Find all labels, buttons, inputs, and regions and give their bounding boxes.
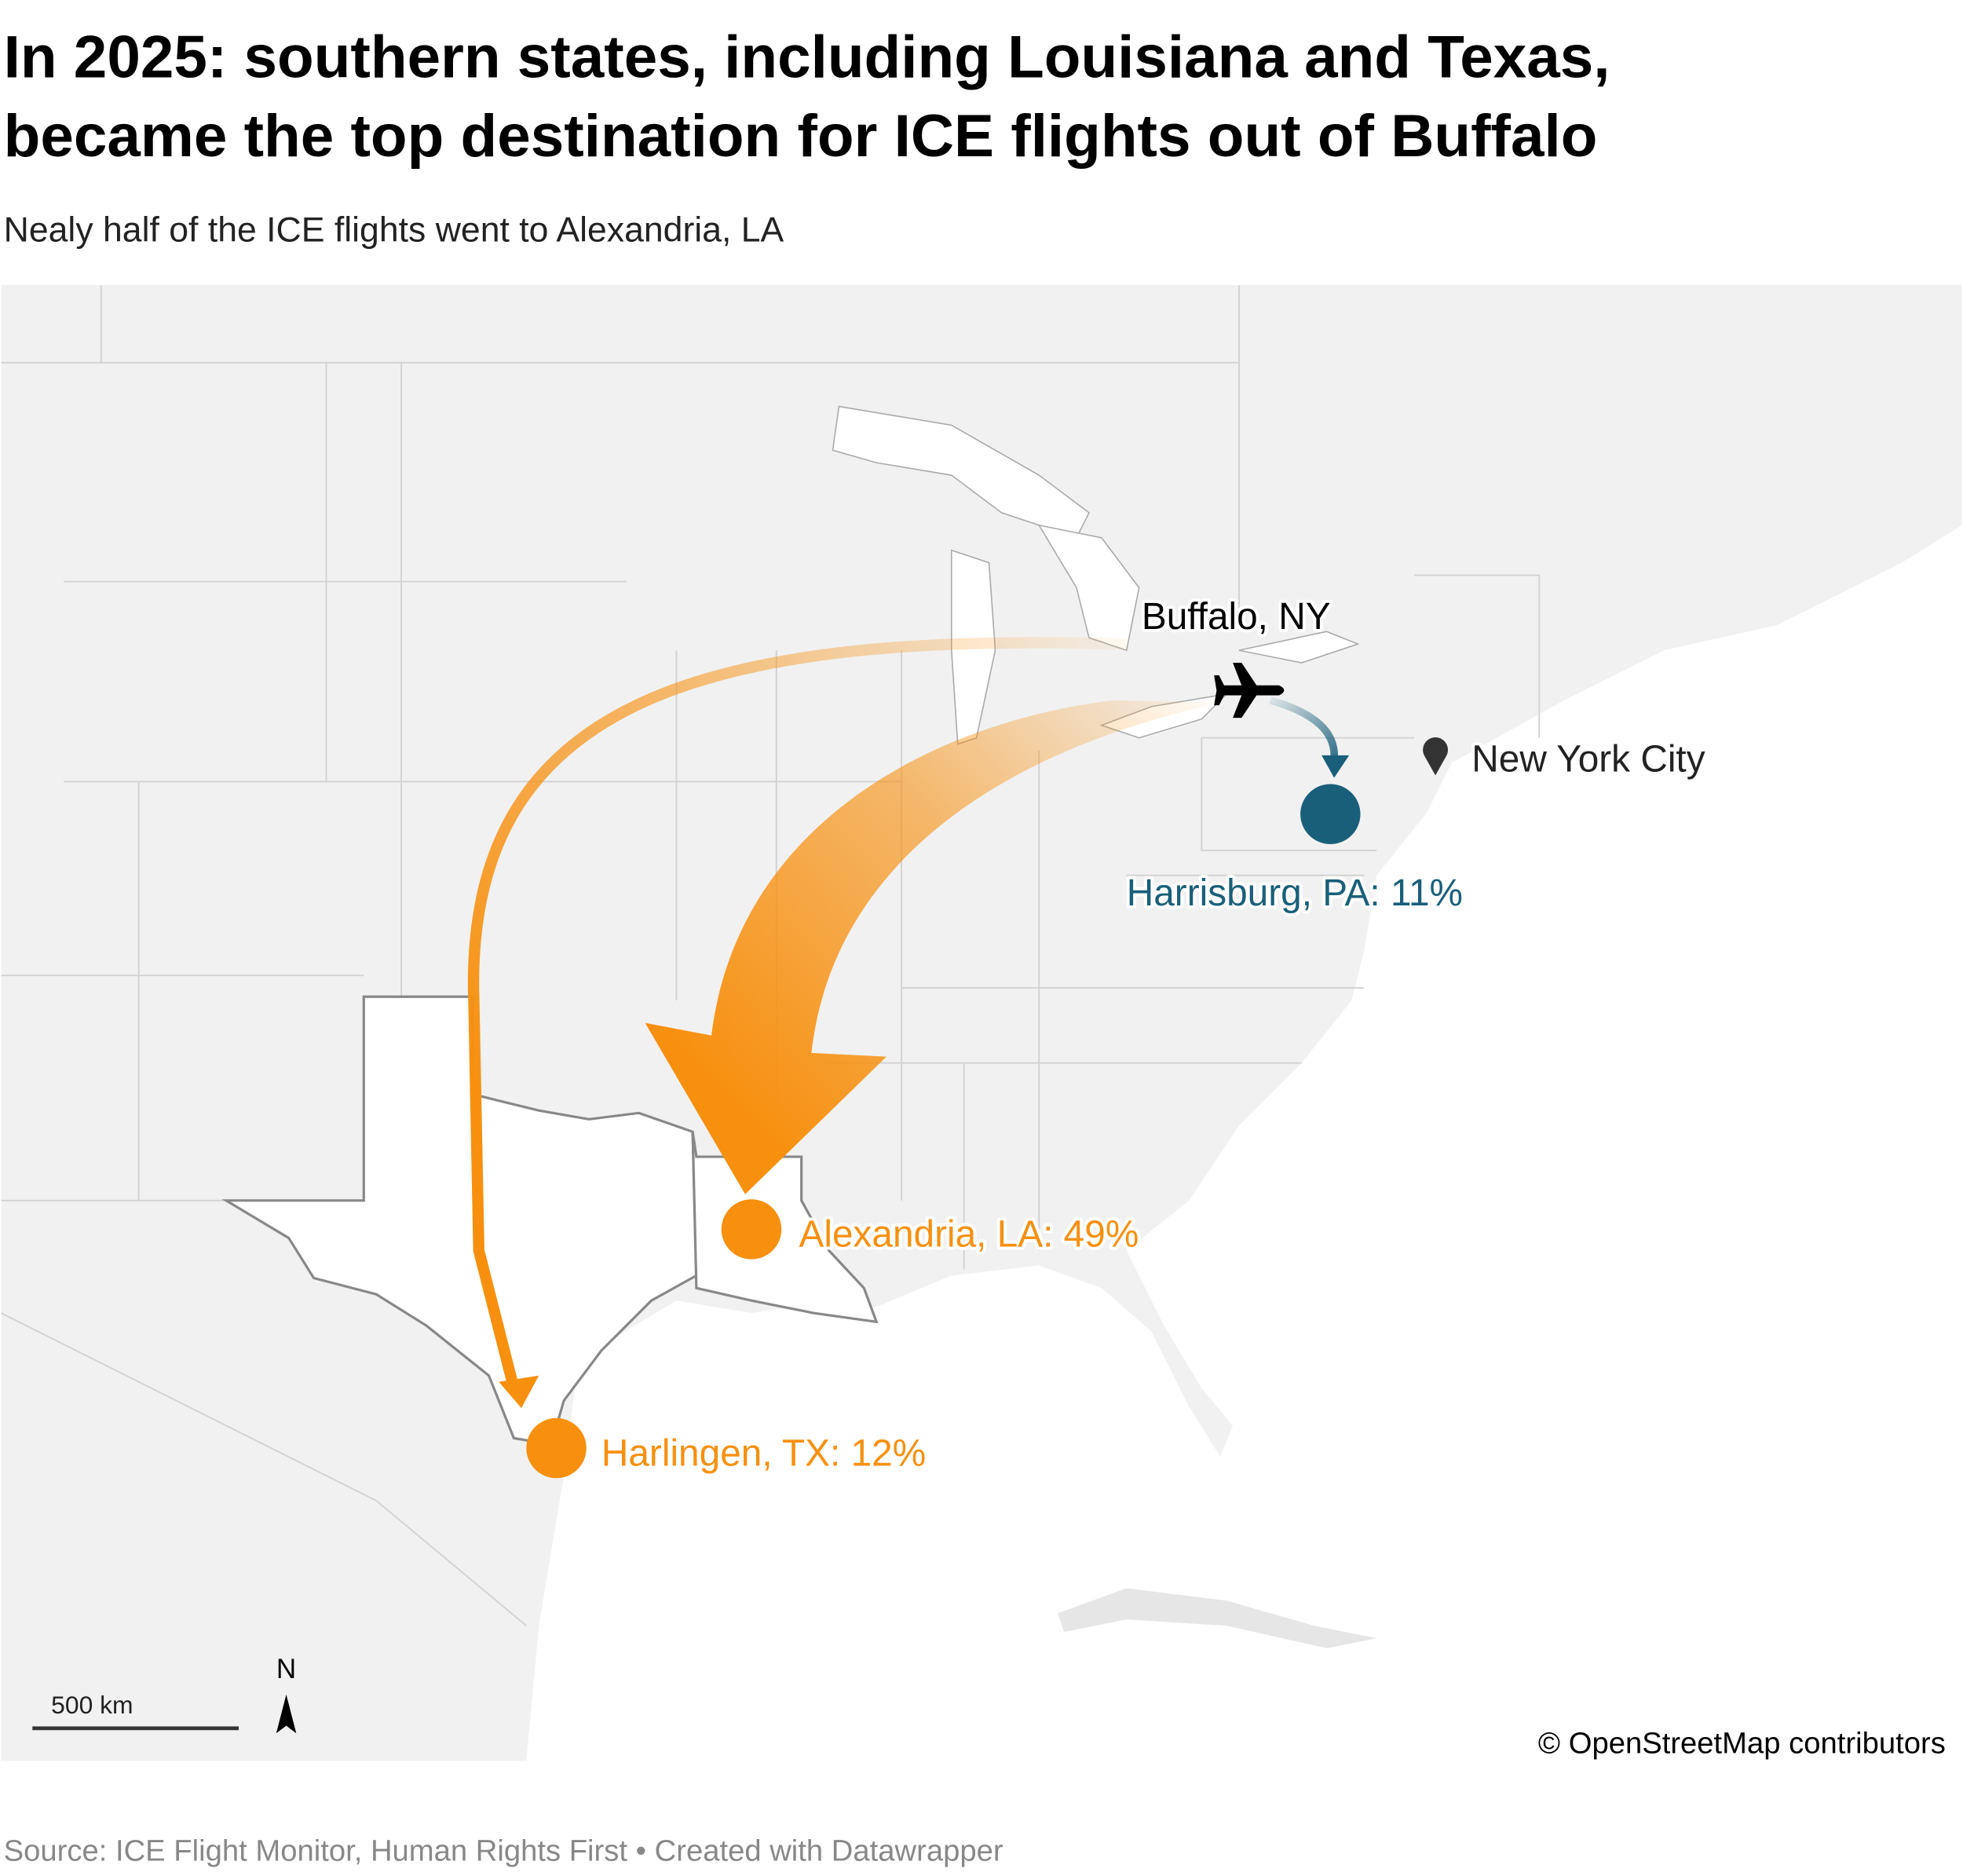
place-label: Harlingen, TX: 12% (601, 1432, 926, 1474)
place-label: Buffalo, NY (1142, 596, 1331, 638)
north-arrow (276, 1694, 297, 1734)
subtitle: Nealy half of the ICE flights went to Al… (4, 210, 784, 249)
marker-harlingen (526, 1417, 587, 1479)
attribution: © OpenStreetMap contributors (1538, 1727, 1946, 1761)
marker-harrisburg (1300, 784, 1361, 844)
place-label: Alexandria, LA: 49% (799, 1214, 1139, 1256)
title-line: became the top destination for ICE fligh… (4, 103, 1598, 170)
arrowhead (499, 1375, 539, 1409)
place-label: Harrisburg, PA: 11% (1127, 872, 1463, 914)
lake-huron (1037, 524, 1140, 652)
title-line: In 2025: southern states, including Loui… (4, 24, 1610, 91)
pin-icon (1423, 737, 1449, 776)
texas (221, 995, 698, 1446)
flow-alexandria (645, 700, 1221, 1194)
marker-alexandria (721, 1199, 782, 1260)
flow-harlingen (467, 637, 1127, 1390)
cuba (1058, 1588, 1377, 1648)
ocean (526, 525, 1962, 1761)
lake-ontario (1238, 631, 1360, 664)
basemap (1, 285, 1962, 1761)
flow-harrisburg (1269, 697, 1339, 761)
source: Source: ICE Flight Monitor, Human Rights… (4, 1834, 1003, 1868)
plane-icon (1214, 663, 1285, 719)
north-label: N (276, 1654, 296, 1684)
scale-label: 500 km (51, 1691, 133, 1719)
arrowhead (1321, 755, 1350, 778)
place-label: New York City (1471, 739, 1705, 781)
